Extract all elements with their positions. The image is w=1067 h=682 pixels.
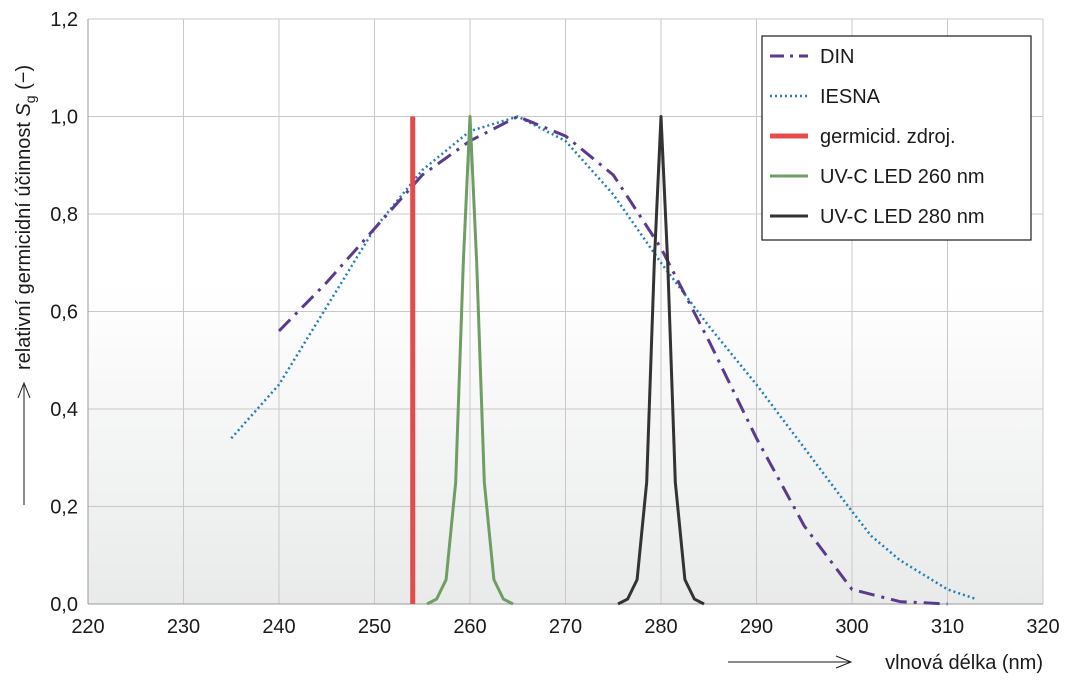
y-axis-arrow [17, 381, 31, 505]
y-axis-title-subscript: g [22, 95, 38, 103]
y-tick-label: 1,2 [50, 9, 78, 31]
x-tick-label: 250 [358, 616, 391, 638]
x-axis-ticks: 220 230 240 250 260 270 280 290 300 310 320 [71, 616, 1059, 638]
legend: DIN IESNA germicid. zdroj. UV-C LED 260 nm U… [761, 35, 1032, 241]
y-tick-label: 0,6 [50, 302, 78, 324]
x-tick-label: 230 [167, 616, 200, 638]
x-tick-label: 270 [549, 616, 582, 638]
x-tick-label: 310 [931, 616, 964, 638]
y-axis-title-symbol: S [13, 103, 35, 117]
x-axis-arrow [728, 655, 853, 669]
x-tick-label: 260 [453, 616, 486, 638]
x-axis-title: vlnová délka (nm) [885, 652, 1043, 674]
y-tick-label: 0,0 [50, 594, 78, 616]
x-tick-label: 320 [1026, 616, 1059, 638]
legend-label-iesna: IESNA [820, 86, 881, 108]
x-tick-label: 290 [740, 616, 773, 638]
y-tick-label: 0,4 [50, 399, 78, 421]
y-axis-title: relativní germicidní účinnost Sg (−) [13, 65, 38, 370]
series-line-uv-c-led-260-nm [426, 115, 514, 606]
y-tick-label: 1,0 [50, 107, 78, 129]
y-axis-title-unit: (−) [13, 65, 35, 96]
y-axis-ticks: 0,0 0,2 0,4 0,6 0,8 1,0 1,2 [50, 9, 78, 616]
y-tick-label: 0,8 [50, 204, 78, 226]
x-tick-label: 280 [644, 616, 677, 638]
x-tick-label: 300 [835, 616, 868, 638]
y-axis-title-main: relativní germicidní účinnost [13, 117, 35, 370]
x-tick-label: 220 [71, 616, 104, 638]
legend-label-uv-c-led-280-nm: UV-C LED 280 nm [820, 206, 985, 228]
series-line-din [277, 115, 948, 606]
legend-label-din: DIN [820, 46, 854, 68]
legend-label-uv-c-led-260-nm: UV-C LED 260 nm [820, 166, 985, 188]
series-layer [230, 115, 977, 606]
x-tick-label: 240 [262, 616, 295, 638]
legend-label-germicid-zdroj: germicid. zdroj. [820, 126, 956, 148]
series-line-uv-c-led-280-nm [617, 115, 705, 606]
series-line-iesna [230, 115, 977, 601]
svg-text:relativní germicidní účinnost: relativní germicidní účinnost Sg (−) [13, 65, 38, 370]
y-tick-label: 0,2 [50, 497, 78, 519]
